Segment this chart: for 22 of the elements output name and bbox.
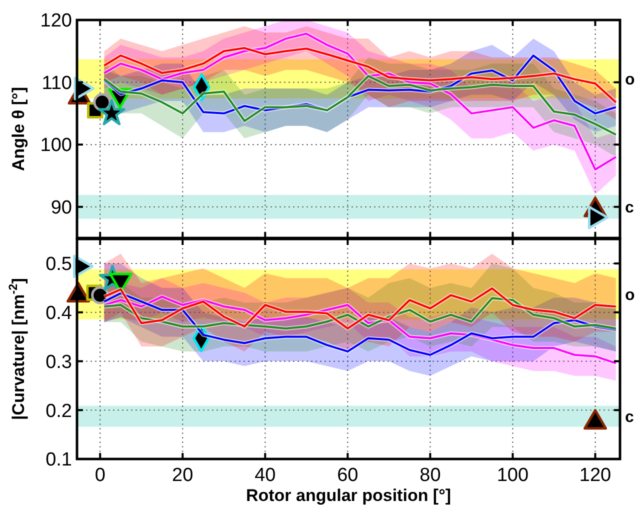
y-tick-label: 0.1 [46, 450, 72, 471]
y-axis-title: Angle θ [°] [9, 87, 28, 171]
band-label: o [625, 71, 635, 88]
y-tick-label: 110 [42, 72, 72, 94]
band-label: c [625, 199, 634, 216]
y-tick-label: 0.3 [46, 352, 72, 373]
x-tick-label: 80 [420, 465, 441, 486]
x-tick-label: 120 [579, 465, 612, 486]
x-tick-label: 100 [496, 465, 529, 486]
x-axis-title: Rotor angular position [°] [246, 486, 452, 505]
band-label: c [625, 408, 634, 426]
x-tick-label: 20 [172, 465, 194, 486]
y-tick-label: 0.2 [46, 400, 72, 422]
x-tick-label: 0 [94, 465, 106, 486]
y-tick-label: 0.4 [46, 302, 72, 324]
x-tick-label: 40 [254, 465, 276, 486]
x-tick-label: 60 [337, 465, 358, 486]
y-tick-label: 90 [50, 198, 72, 219]
band-label: o [625, 286, 635, 304]
y-tick-label: 0.5 [46, 254, 72, 276]
y-tick-label: 120 [40, 10, 72, 32]
y-tick-label: 100 [40, 135, 72, 156]
